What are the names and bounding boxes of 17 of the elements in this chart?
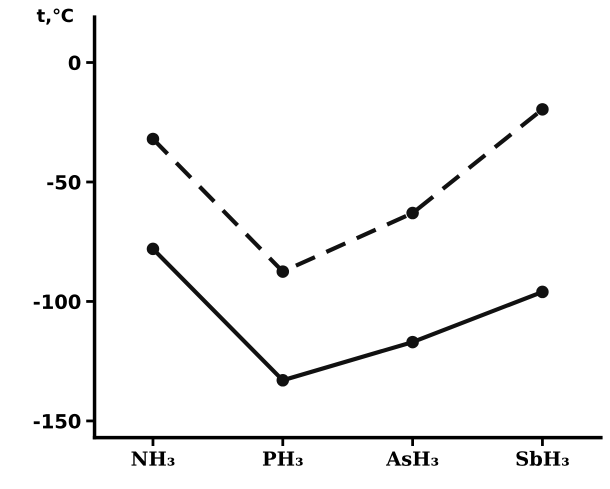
point bbox=[406, 206, 419, 220]
point bbox=[406, 336, 419, 348]
point bbox=[146, 132, 160, 146]
x-tick-label: AsH₃ bbox=[386, 451, 438, 466]
point bbox=[276, 265, 290, 278]
y-tick-label: -100 bbox=[34, 294, 80, 310]
point bbox=[146, 242, 160, 256]
point bbox=[536, 286, 549, 298]
y-axis-title: t,℃ bbox=[36, 8, 73, 25]
x-tick-label: PH₃ bbox=[262, 451, 303, 466]
x-tick-label: SbH₃ bbox=[516, 450, 569, 466]
y-tick-label: 0 bbox=[68, 55, 80, 70]
point bbox=[536, 103, 549, 116]
x-tick-label: NH₃ bbox=[131, 451, 175, 466]
point bbox=[276, 374, 290, 387]
y-tick-label: -150 bbox=[34, 414, 80, 429]
y-tick-label: -50 bbox=[47, 174, 80, 190]
